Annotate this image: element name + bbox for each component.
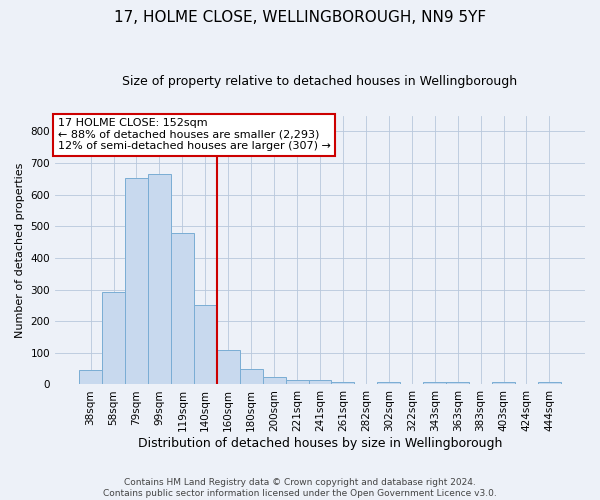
Bar: [377, 382, 400, 384]
Bar: [263, 376, 286, 384]
Bar: [79, 370, 102, 384]
X-axis label: Distribution of detached houses by size in Wellingborough: Distribution of detached houses by size …: [138, 437, 502, 450]
Text: Contains HM Land Registry data © Crown copyright and database right 2024.
Contai: Contains HM Land Registry data © Crown c…: [103, 478, 497, 498]
Bar: [171, 233, 194, 384]
Title: Size of property relative to detached houses in Wellingborough: Size of property relative to detached ho…: [122, 75, 518, 88]
Y-axis label: Number of detached properties: Number of detached properties: [15, 162, 25, 338]
Bar: [492, 382, 515, 384]
Bar: [538, 382, 561, 384]
Bar: [286, 380, 308, 384]
Bar: [102, 292, 125, 384]
Bar: [194, 304, 217, 384]
Text: 17 HOLME CLOSE: 152sqm
← 88% of detached houses are smaller (2,293)
12% of semi-: 17 HOLME CLOSE: 152sqm ← 88% of detached…: [58, 118, 331, 152]
Text: 17, HOLME CLOSE, WELLINGBOROUGH, NN9 5YF: 17, HOLME CLOSE, WELLINGBOROUGH, NN9 5YF: [114, 10, 486, 25]
Bar: [446, 382, 469, 384]
Bar: [240, 368, 263, 384]
Bar: [148, 174, 171, 384]
Bar: [217, 350, 240, 384]
Bar: [331, 382, 355, 384]
Bar: [308, 380, 331, 384]
Bar: [423, 382, 446, 384]
Bar: [125, 178, 148, 384]
